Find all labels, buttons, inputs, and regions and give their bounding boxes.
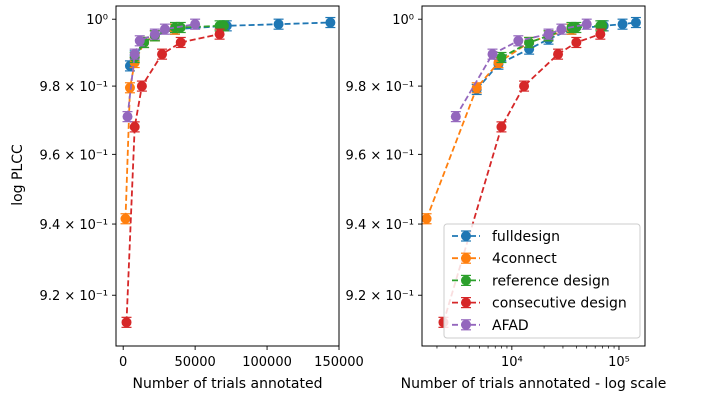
data-point [519, 81, 530, 92]
y-tick-label: 9.8 × 10⁻¹ [346, 80, 414, 95]
data-point [121, 317, 132, 328]
legend-label: fulldesign [492, 229, 560, 245]
data-point [496, 52, 507, 63]
data-point [421, 213, 432, 224]
legend-marker [461, 275, 471, 286]
legend-entry-reference-design: reference design [452, 273, 610, 289]
data-point [175, 37, 186, 48]
legend-entry-afad: AFAD [452, 318, 529, 334]
data-point [325, 17, 336, 28]
y-tick-label: 9.6 × 10⁻¹ [346, 148, 414, 163]
data-point [129, 49, 140, 60]
data-point [136, 81, 147, 92]
panel-linear-scale: 0 50000 100000 150000 9.2 × 10⁻¹ 9.4 × 10⁻¹ 9.… [40, 5, 364, 392]
data-point [149, 29, 160, 40]
data-point [543, 29, 554, 40]
data-point [214, 29, 225, 40]
data-point [157, 49, 168, 60]
x-tick-label: 10⁴ [501, 355, 523, 370]
data-point [273, 19, 284, 30]
data-point [134, 35, 145, 46]
legend-label: consecutive design [492, 296, 627, 312]
x-tick-label: 100000 [242, 355, 292, 370]
plot-frame [421, 5, 646, 347]
data-point [159, 24, 170, 35]
plot-frame [115, 5, 340, 347]
y-tick-label: 10⁰ [392, 13, 414, 28]
data-point [556, 24, 567, 35]
data-point [513, 35, 524, 46]
data-point [218, 20, 229, 31]
data-point [120, 213, 131, 224]
legend-marker [461, 253, 471, 264]
y-axis-label: log PLCC [10, 144, 26, 206]
legend-entry-4connect: 4connect [452, 251, 557, 267]
series-line [442, 33, 601, 323]
series-4connect [120, 23, 180, 225]
series-consecutive-design [121, 28, 225, 328]
series-afad [122, 18, 201, 123]
data-point [597, 20, 608, 31]
data-point [450, 111, 461, 122]
y-tick-label: 9.8 × 10⁻¹ [40, 80, 108, 95]
y-tick-label: 9.4 × 10⁻¹ [346, 218, 414, 233]
data-point [496, 121, 507, 132]
legend-marker [461, 297, 471, 308]
series-line [125, 33, 220, 323]
series-line [126, 23, 196, 117]
legend-marker [461, 231, 471, 241]
legend: fulldesign 4connect reference design consec… [443, 223, 641, 339]
data-point [175, 22, 186, 33]
data-point [595, 29, 606, 40]
series-consecutive-design [438, 28, 606, 328]
data-point [581, 19, 592, 30]
legend-entry-consecutive-design: consecutive design [452, 296, 627, 312]
panel-log-scale: 10⁴ 10⁵ 9.2 × 10⁻¹ 9.4 × 10⁻¹ 9.6 × 10⁻¹ 9.8 … [346, 5, 667, 392]
data-point [571, 37, 582, 48]
legend-entry-fulldesign: fulldesign [452, 229, 560, 245]
x-tick-label: 50000 [174, 355, 215, 370]
y-tick-label: 9.2 × 10⁻¹ [346, 289, 414, 304]
data-point [553, 49, 564, 60]
x-tick-label: 150000 [314, 355, 364, 370]
legend-label: reference design [492, 273, 610, 289]
legend-box [443, 223, 641, 339]
x-tick-label: 10⁵ [608, 355, 630, 370]
x-axis-label: Number of trials annotated [133, 376, 323, 392]
data-point [617, 19, 628, 30]
data-point [471, 82, 482, 93]
data-point [190, 19, 201, 30]
legend-marker [461, 319, 471, 330]
legend-label: AFAD [492, 318, 529, 334]
series-afad [450, 18, 592, 123]
y-tick-label: 10⁰ [86, 13, 108, 28]
data-point [487, 49, 498, 60]
data-point [524, 37, 535, 48]
data-point [630, 17, 641, 28]
x-tick-label: 0 [119, 355, 127, 370]
legend-label: 4connect [492, 251, 557, 267]
y-tick-label: 9.6 × 10⁻¹ [40, 148, 108, 163]
y-tick-label: 9.2 × 10⁻¹ [40, 289, 108, 304]
data-point [129, 121, 140, 132]
x-axis-label: Number of trials annotated - log scale [401, 376, 667, 392]
data-point [122, 111, 133, 122]
y-tick-label: 9.4 × 10⁻¹ [40, 218, 108, 233]
